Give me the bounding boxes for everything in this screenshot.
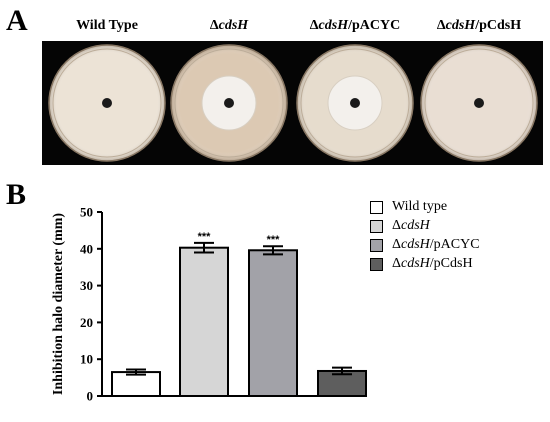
legend-swatch [370,239,383,252]
legend-label-prefix: Δ [392,218,402,233]
petri-dish-photo [48,44,538,162]
plate-label-gene: cdsH [218,18,249,33]
bar-chart: 0 10 20 30 40 50 Inhibition halo diameter (mm)… [51,205,367,404]
plate-label-cdsh-pacyc: ΔcdsH/pACYC [290,18,420,34]
plate-label-prefix: Δ [436,18,446,33]
petri-dish [296,44,414,162]
plate-label-prefix: Δ [209,18,219,33]
petri-dish [170,44,288,162]
legend-label-gene: cdsH [401,218,430,233]
panel-a-letter: A [6,4,28,37]
legend-swatch [370,258,383,271]
legend-label: Wild type [392,198,447,216]
y-tick-label: 0 [87,389,94,404]
plate-label-prefix: Δ [309,18,319,33]
bar [248,249,298,397]
panel-b-letter: B [6,178,27,211]
y-axis-label: Inhibition halo diameter (mm) [51,213,66,395]
y-tick-label: 20 [80,315,93,330]
antibiotic-disc [350,98,360,108]
legend-label-prefix: Wild type [392,199,448,214]
legend-label: ΔcdsH/pCdsH [392,255,473,273]
bar [179,246,229,397]
petri-dish-photo-strip [42,41,543,165]
plate-label-suffix: /pACYC [348,18,401,33]
plate-label-wild-type: Wild Type [42,18,172,34]
bar [111,371,161,398]
significance-label: *** [198,231,212,243]
antibiotic-disc [474,98,484,108]
y-tick-label: 30 [80,278,93,293]
legend-label-suffix: /pCdsH [429,256,473,271]
legend-swatch [370,201,383,214]
legend-swatch [370,220,383,233]
legend-label-gene: cdsH [401,237,430,252]
legend-label-gene: cdsH [401,256,430,271]
petri-dish [48,44,166,162]
y-tick-label: 40 [80,241,93,256]
legend-label-prefix: Δ [392,256,402,271]
plate-label-cdsh-pcdsh: ΔcdsH/pCdsH [414,18,544,34]
y-tick-label: 50 [80,205,93,220]
plate-label-suffix: /pCdsH [475,18,522,33]
plate-label-gene: cdsH [318,18,349,33]
plate-label-cdsh: ΔcdsH [164,18,294,34]
legend-label: ΔcdsH [392,217,430,235]
plate-label-prefix: Wild Type [76,18,138,33]
significance-label: *** [267,234,281,246]
antibiotic-disc [102,98,112,108]
legend-label: ΔcdsH/pACYC [392,236,480,254]
antibiotic-disc [224,98,234,108]
legend-label-prefix: Δ [392,237,402,252]
y-tick-label: 10 [80,352,93,367]
petri-dish [420,44,538,162]
legend-label-suffix: /pACYC [429,237,480,252]
plate-label-gene: cdsH [445,18,476,33]
